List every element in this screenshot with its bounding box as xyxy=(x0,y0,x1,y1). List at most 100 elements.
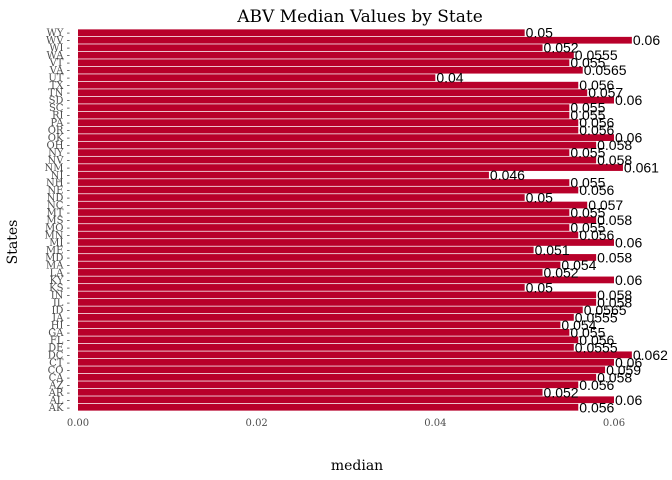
data-label-wa: 0.0555 xyxy=(575,47,618,63)
bar-nv xyxy=(78,156,597,164)
data-label-pa: 0.056 xyxy=(579,115,614,131)
data-label-mt: 0.055 xyxy=(570,205,605,221)
data-label-sd: 0.06 xyxy=(615,92,642,108)
data-label-wy: 0.05 xyxy=(526,25,553,41)
data-label-id: 0.0565 xyxy=(584,302,627,318)
bar-ga xyxy=(78,328,570,336)
bar-wy xyxy=(78,29,525,37)
data-label-co: 0.059 xyxy=(606,362,641,378)
y-tick-label-md: MD - xyxy=(45,253,70,264)
bar-wa xyxy=(78,51,574,59)
bar-tx xyxy=(78,81,579,89)
bar-ky xyxy=(78,276,614,284)
bar-ma xyxy=(78,261,561,269)
bar-fl xyxy=(78,336,579,344)
x-axis-title: median xyxy=(331,458,383,474)
y-tick-label-vt: VT - xyxy=(49,58,70,69)
y-tick-label-wy: WY - xyxy=(47,28,70,39)
bar-oh xyxy=(78,141,597,149)
data-label-ut: 0.04 xyxy=(436,70,463,86)
y-tick-label-mo: MO - xyxy=(45,223,70,234)
y-tick-label-ny: NY - xyxy=(48,148,70,159)
bar-ar xyxy=(78,388,543,396)
x-tick-label: 0.04 xyxy=(424,418,446,429)
data-label-in: 0.058 xyxy=(597,287,632,303)
y-tick-label-il: IL - xyxy=(53,298,70,309)
y-tick-label-ok: OK - xyxy=(48,133,70,144)
data-label-or: 0.056 xyxy=(579,122,614,138)
bar-nj xyxy=(78,171,489,179)
y-tick-label-ne: NE - xyxy=(47,186,70,197)
y-tick-label-ri: RI - xyxy=(52,111,70,122)
bar-me xyxy=(78,246,534,254)
y-tick-label-oh: OH - xyxy=(47,141,70,152)
bar-sd xyxy=(78,96,614,104)
data-label-ar: 0.052 xyxy=(544,384,579,400)
data-label-nh: 0.055 xyxy=(570,175,605,191)
bar-md xyxy=(78,254,597,261)
data-label-wi: 0.052 xyxy=(544,40,579,56)
bar-wv xyxy=(78,36,632,44)
y-tick-label-de: DE - xyxy=(48,343,70,354)
y-tick-label-wi: WI - xyxy=(49,43,70,54)
y-tick-label-ut: UT - xyxy=(48,73,70,84)
data-label-la: 0.052 xyxy=(544,264,579,280)
bar-in xyxy=(78,291,597,299)
y-tick-label-ct: CT - xyxy=(49,358,70,369)
data-label-nj: 0.046 xyxy=(490,167,525,183)
y-tick-label-nm: NM - xyxy=(44,163,70,174)
x-tick-label: 0.02 xyxy=(246,418,268,429)
y-tick-label-co: CO - xyxy=(48,365,70,376)
y-tick-label-ky: KY - xyxy=(50,275,70,286)
y-tick-label-sd: SD - xyxy=(49,96,70,107)
y-tick-label-ar: AR - xyxy=(48,388,70,399)
y-tick-label-nd: ND - xyxy=(47,193,70,204)
data-label-hi: 0.054 xyxy=(561,317,596,333)
x-tick-labels: 0.00 0.02 0.04 0.06 xyxy=(67,418,625,429)
y-tick-label-ia: IA - xyxy=(52,313,70,324)
data-label-ri: 0.055 xyxy=(570,107,605,123)
bar-ks xyxy=(78,284,525,291)
y-tick-label-pa: PA - xyxy=(50,118,70,129)
y-tick-label-ms: MS - xyxy=(46,216,70,227)
y-tick-label-wv: WV - xyxy=(46,36,70,47)
bar-la xyxy=(78,269,543,276)
y-tick-label-id: ID - xyxy=(51,305,70,316)
data-label-tx: 0.056 xyxy=(579,77,614,93)
data-label-wv: 0.06 xyxy=(633,32,660,48)
bar-ct xyxy=(78,358,614,366)
y-axis-title: States xyxy=(5,220,21,265)
bar-tn xyxy=(78,89,588,97)
data-label-nv: 0.058 xyxy=(597,152,632,168)
bar-nm xyxy=(78,164,623,171)
data-label-va: 0.0565 xyxy=(584,62,627,78)
y-tick-label-mi: MI - xyxy=(49,238,70,249)
data-label-tn: 0.057 xyxy=(588,85,623,101)
data-label-il: 0.058 xyxy=(597,294,632,310)
y-tick-label-dc: DC - xyxy=(48,350,70,361)
bar-nd xyxy=(78,194,525,201)
data-label-mn: 0.056 xyxy=(579,227,614,243)
data-label-al: 0.06 xyxy=(615,392,642,408)
y-tick-label-nh: NH - xyxy=(46,178,70,189)
y-tick-label-az: AZ - xyxy=(48,380,70,391)
data-label-ny: 0.055 xyxy=(570,145,605,161)
y-tick-label-mt: MT - xyxy=(47,208,70,219)
bar-nh xyxy=(78,179,570,186)
bar-hi xyxy=(78,321,561,329)
data-label-nm: 0.061 xyxy=(624,160,659,176)
bar-mi xyxy=(78,239,614,246)
bar-al xyxy=(78,396,614,404)
bar-or xyxy=(78,126,579,134)
y-tick-label-me: ME - xyxy=(46,245,70,256)
data-label-fl: 0.056 xyxy=(579,332,614,348)
bar-id xyxy=(78,306,583,314)
bar-az xyxy=(78,381,579,389)
bar-va xyxy=(78,66,583,74)
y-tick-label-mn: MN - xyxy=(44,230,70,241)
bar-mn xyxy=(78,231,579,239)
data-label-ky: 0.06 xyxy=(615,272,642,288)
y-tick-label-fl: FL - xyxy=(50,335,70,346)
y-tick-label-ks: KS - xyxy=(49,283,70,294)
